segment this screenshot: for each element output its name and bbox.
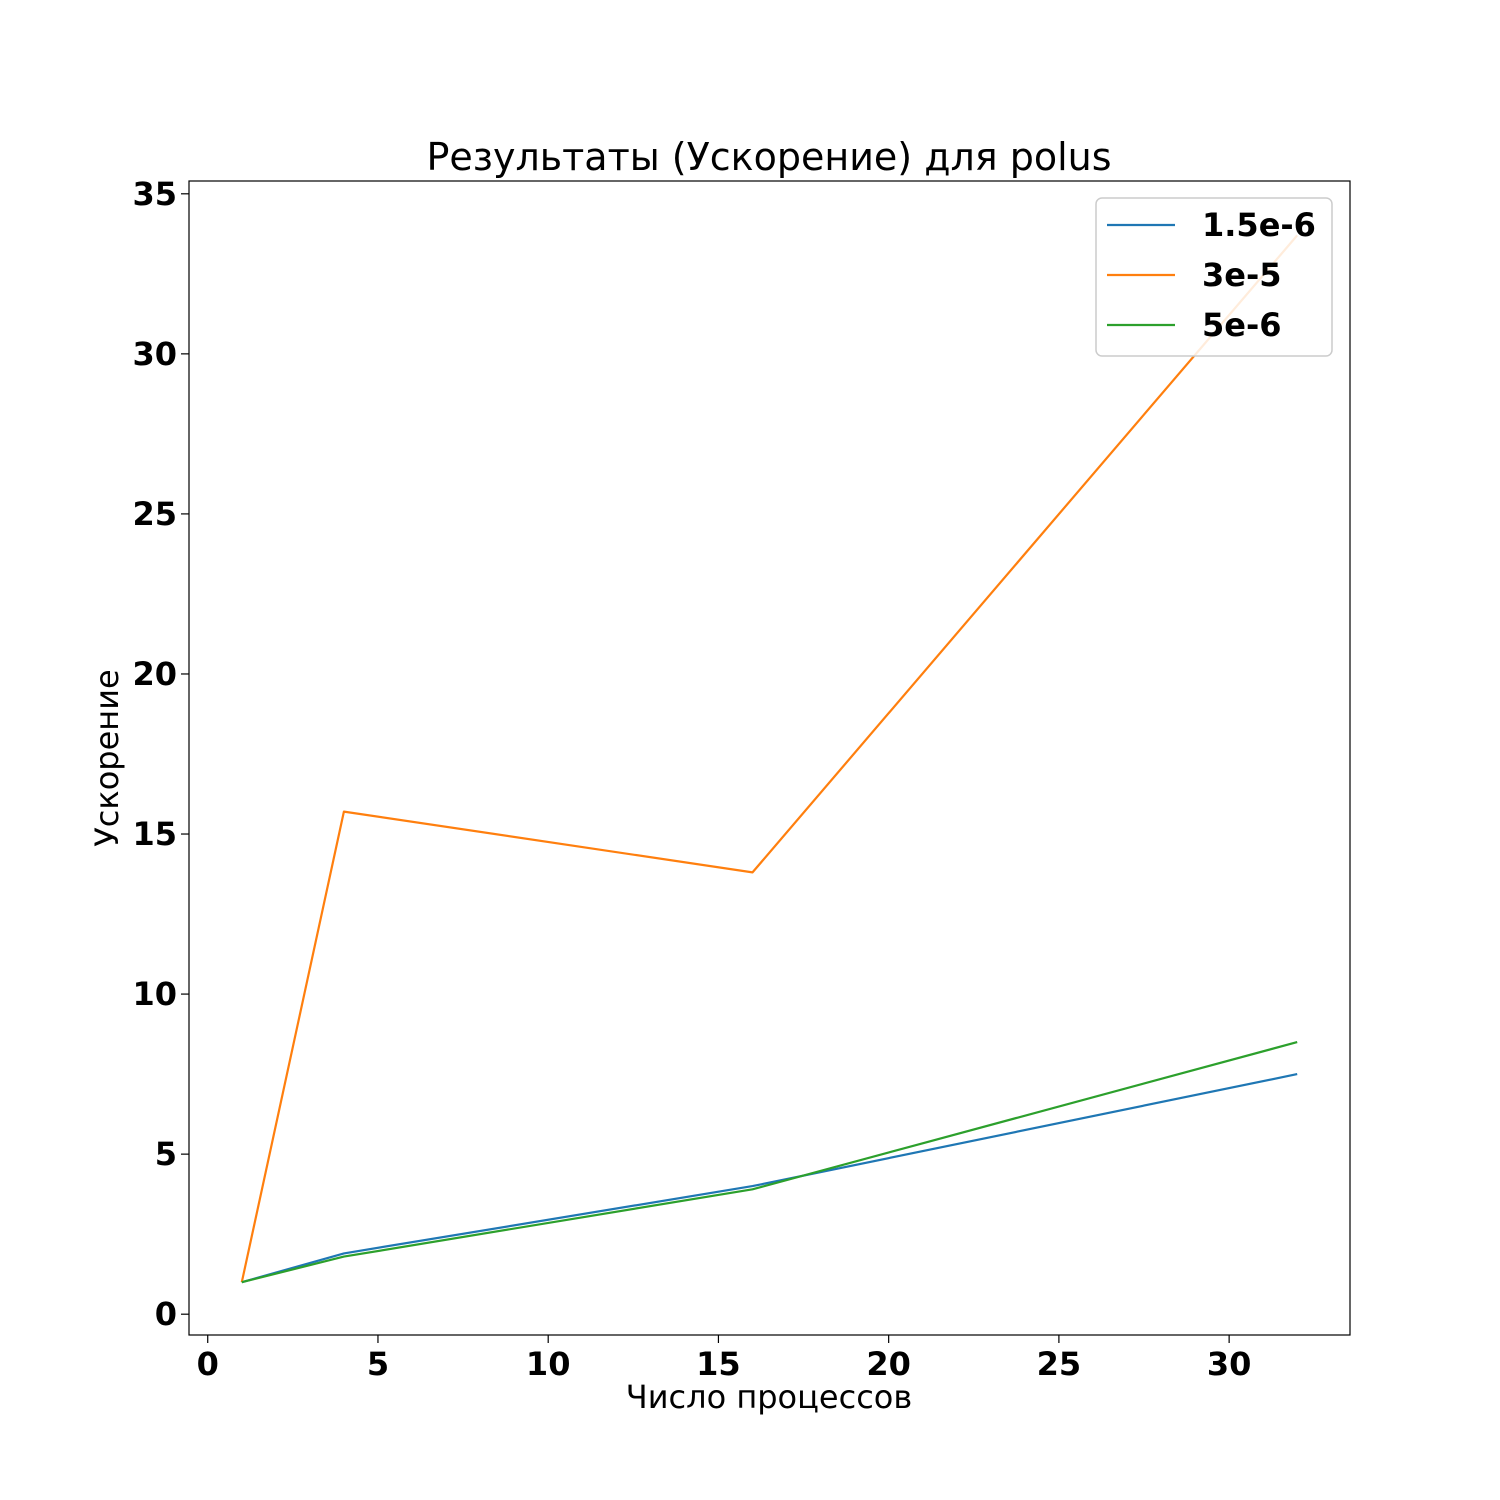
x-axis-label: Число процессов — [626, 1378, 912, 1416]
chart-title: Результаты (Ускорение) для polus — [426, 135, 1111, 179]
y-axis-ticks: 0 5 10 15 20 25 30 35 — [132, 175, 189, 1333]
x-axis-ticks: 0 5 10 15 20 25 30 — [197, 1335, 1252, 1383]
legend-label-2: 5e-6 — [1202, 306, 1282, 344]
series-lines — [240, 234, 1299, 1284]
y-tick-label: 5 — [155, 1135, 177, 1173]
y-tick-label: 35 — [132, 175, 177, 213]
legend-label-0: 1.5e-6 — [1202, 206, 1316, 244]
x-tick-label: 10 — [526, 1345, 571, 1383]
x-tick-label: 15 — [696, 1345, 741, 1383]
y-tick-label: 20 — [132, 655, 177, 693]
legend-label-1: 3e-5 — [1202, 256, 1282, 294]
y-tick-label: 0 — [155, 1295, 177, 1333]
x-tick-label: 5 — [367, 1345, 389, 1383]
series-line-1 — [240, 234, 1299, 1283]
x-tick-label: 30 — [1207, 1345, 1252, 1383]
y-axis-label: Ускорение — [88, 669, 126, 846]
x-tick-label: 20 — [866, 1345, 911, 1383]
y-tick-label: 10 — [132, 975, 177, 1013]
series-line-2 — [241, 1041, 1298, 1284]
x-tick-label: 0 — [197, 1345, 219, 1383]
series-line-0 — [241, 1073, 1298, 1284]
plot-frame — [188, 180, 1351, 1336]
y-tick-label: 25 — [132, 495, 177, 533]
legend: 1.5e-6 3e-5 5e-6 — [1095, 197, 1333, 357]
y-tick-label: 15 — [132, 815, 177, 853]
legend-frame — [1095, 197, 1333, 357]
x-tick-label: 25 — [1037, 1345, 1082, 1383]
y-tick-label: 30 — [132, 335, 177, 373]
